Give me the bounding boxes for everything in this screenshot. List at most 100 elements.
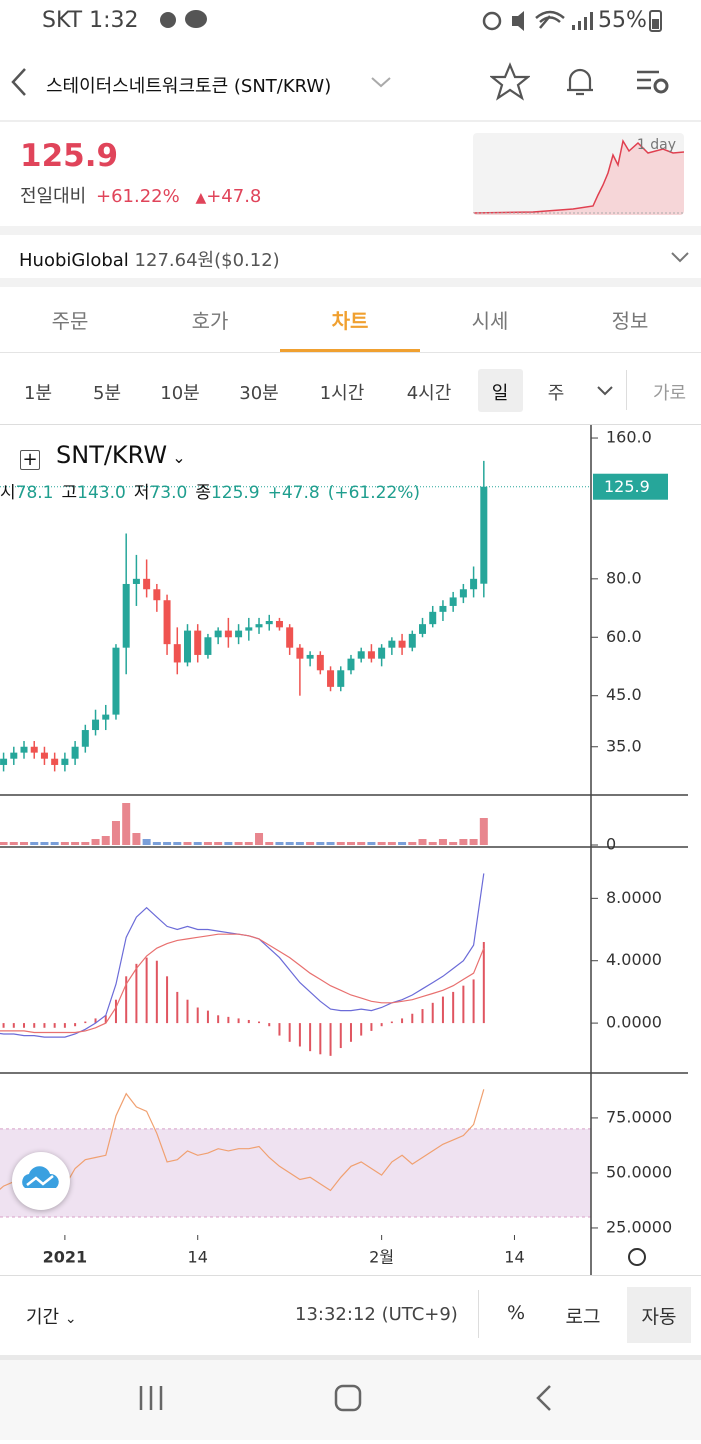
interval[interactable]: 1분 xyxy=(23,383,53,404)
candle-body xyxy=(286,627,294,648)
tab[interactable]: 주문 xyxy=(51,309,89,333)
volume-bar xyxy=(183,842,192,845)
macd-histogram-bar xyxy=(237,1018,240,1024)
volume-bar xyxy=(9,842,18,845)
interval[interactable]: 일 xyxy=(491,383,509,404)
last-price-badge xyxy=(593,473,668,500)
macd-histogram-bar xyxy=(319,1023,322,1055)
candle-body xyxy=(163,600,171,645)
macd-histogram-bar xyxy=(227,1016,230,1024)
volume-bar xyxy=(306,842,315,845)
logo-icon xyxy=(22,1166,59,1188)
x-tick-label: 14 xyxy=(504,1248,524,1267)
orientation-button[interactable]: 가로 xyxy=(653,383,687,404)
change-abs: +47.8 xyxy=(206,186,262,207)
macd-histogram-bar xyxy=(74,1023,77,1027)
volume-bar xyxy=(265,842,274,845)
candle-body xyxy=(143,578,151,590)
divider xyxy=(626,370,627,410)
macd-histogram-bar xyxy=(329,1023,332,1056)
candle-body xyxy=(20,746,28,753)
volume-bar xyxy=(173,842,182,845)
period-button[interactable]: 기간 ⌄ xyxy=(26,1303,77,1329)
footer-button[interactable]: 자동 xyxy=(641,1306,677,1328)
settings-menu[interactable] xyxy=(634,66,674,98)
candle-body xyxy=(40,752,48,759)
macd-histogram-bar xyxy=(23,1023,26,1028)
tab[interactable]: 시세 xyxy=(471,309,509,333)
watermark-logo[interactable] xyxy=(12,1152,70,1210)
symbol-dropdown[interactable]: ⌄ xyxy=(167,448,186,467)
alert-button[interactable] xyxy=(562,64,598,100)
candle-body xyxy=(470,578,478,590)
coin-title[interactable]: 스테이터스네트워크토큰 (SNT/KRW) xyxy=(46,76,332,97)
footer-button[interactable]: 로그 xyxy=(565,1306,601,1328)
interval[interactable]: 1시간 xyxy=(319,383,365,404)
macd-histogram-bar xyxy=(278,1023,281,1036)
tab[interactable]: 차트 xyxy=(331,309,369,333)
volume-bar xyxy=(81,842,90,845)
tab[interactable]: 정보 xyxy=(611,309,649,333)
interval[interactable]: 10분 xyxy=(160,383,200,404)
ohlc-legend: 시78.1 고143.0 저73.0 종125.9 +47.8 (+61.22%) xyxy=(0,478,420,503)
y-tick-label: 75.0000 xyxy=(606,1107,672,1126)
interval[interactable]: 30분 xyxy=(239,383,279,404)
nav-bar xyxy=(0,1360,701,1440)
macd-histogram-bar xyxy=(94,1018,97,1024)
back-button[interactable] xyxy=(8,66,32,98)
x-tick-label: 2월 xyxy=(369,1248,394,1267)
macd-histogram-bar xyxy=(298,1023,301,1047)
sparkline-label: 1 day xyxy=(636,137,676,153)
ohlc-value: 78.1 xyxy=(15,483,54,503)
macd-histogram-bar xyxy=(339,1023,342,1049)
macd-histogram-bar xyxy=(462,985,465,1024)
sparkline[interactable]: 1 day xyxy=(473,133,684,215)
exchange-row[interactable]: HuobiGlobal 127.64원($0.12) xyxy=(19,246,280,272)
volume-bar xyxy=(367,842,376,845)
candle-body xyxy=(194,630,202,655)
candle-body xyxy=(245,627,253,631)
volume-bar xyxy=(132,833,141,845)
divider xyxy=(0,424,701,425)
candle-body xyxy=(337,670,345,687)
volume-bar xyxy=(91,839,100,845)
macd-histogram-bar xyxy=(12,1023,15,1028)
interval[interactable]: 4시간 xyxy=(406,383,452,404)
macd-histogram-bar xyxy=(441,996,444,1024)
symbol-header[interactable]: + SNT/KRW ⌄ xyxy=(20,441,186,470)
favorite-button[interactable] xyxy=(490,62,530,102)
exchange-dropdown[interactable] xyxy=(670,250,690,264)
footer-button[interactable]: % xyxy=(506,1302,526,1324)
candle-body xyxy=(204,637,212,655)
macd-histogram-bar xyxy=(53,1023,56,1028)
candle-body xyxy=(112,647,120,715)
title-dropdown[interactable] xyxy=(370,74,392,90)
interval-dropdown[interactable] xyxy=(596,384,614,398)
volume-bar xyxy=(469,839,478,845)
volume-bar xyxy=(449,842,458,845)
tab[interactable]: 호가 xyxy=(191,309,229,333)
interval[interactable]: 5분 xyxy=(92,383,122,404)
ohlc-change: +47.8 xyxy=(267,483,320,503)
volume-bar xyxy=(60,842,69,845)
macd-histogram-bar xyxy=(43,1023,46,1028)
sparkline-plot xyxy=(473,138,684,215)
candle-body xyxy=(92,719,100,731)
volume-bar xyxy=(459,839,468,845)
macd-histogram-bar xyxy=(370,1023,373,1031)
macd-histogram-bar xyxy=(309,1023,312,1052)
volume-bar xyxy=(295,842,304,845)
clock: 13:32:12 (UTC+9) xyxy=(295,1304,458,1325)
volume-bar xyxy=(428,842,437,845)
chart-settings-button[interactable] xyxy=(628,1248,646,1266)
candle-body xyxy=(10,752,18,759)
interval[interactable]: 주 xyxy=(547,383,565,404)
candle-body xyxy=(255,624,263,628)
volume-bar xyxy=(346,842,355,845)
add-indicator-button[interactable]: + xyxy=(20,450,40,470)
volume-bar xyxy=(244,842,253,845)
last-price-label: 125.9 xyxy=(604,477,650,496)
macd-histogram-bar xyxy=(2,1023,5,1028)
candle-body xyxy=(61,758,69,765)
volume-bar xyxy=(152,842,161,845)
